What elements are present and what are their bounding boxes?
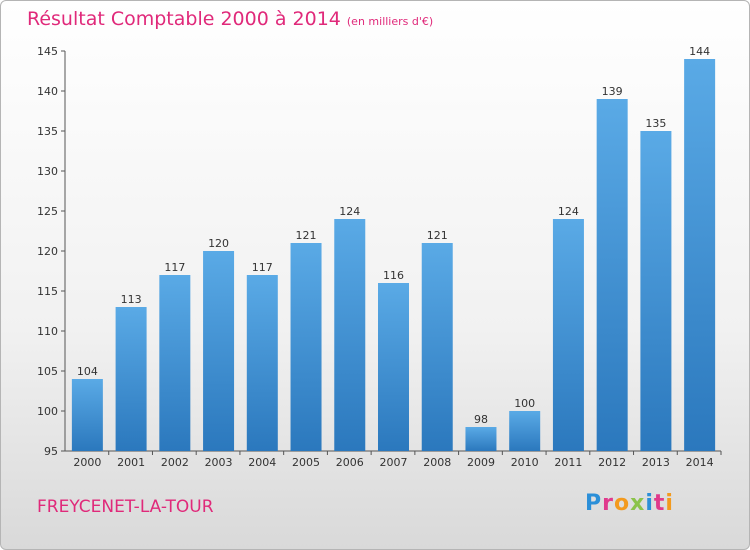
x-tick-label: 2001 — [117, 456, 145, 469]
bar — [552, 219, 584, 451]
bar — [246, 275, 278, 451]
chart-title: Résultat Comptable 2000 à 2014 (en millie… — [27, 8, 433, 30]
y-tick-label: 95 — [44, 445, 58, 458]
y-tick-label: 145 — [37, 45, 58, 58]
y-tick-label: 125 — [37, 205, 58, 218]
bar-value-label: 121 — [296, 229, 317, 242]
bar — [334, 219, 366, 451]
bars: 104 113 117 120 117 121 124 116 121 98 100 124 139 13… — [71, 45, 716, 451]
bar-value-label: 100 — [514, 397, 535, 410]
y-tick-label: 100 — [37, 405, 58, 418]
x-tick-label: 2007 — [380, 456, 408, 469]
logo-letter: o — [613, 491, 631, 516]
logo-letter: t — [653, 491, 666, 516]
bar-value-label: 124 — [558, 205, 579, 218]
bar-value-label: 120 — [208, 237, 229, 250]
commune-name: FREYCENET-LA-TOUR — [37, 497, 214, 517]
x-tick-label: 2011 — [554, 456, 582, 469]
bar-value-label: 117 — [252, 261, 273, 274]
x-tick-label: 2003 — [205, 456, 233, 469]
bar-value-label: 104 — [77, 365, 98, 378]
bar-value-label: 116 — [383, 269, 404, 282]
logo-letter: x — [630, 491, 646, 516]
y-tick-label: 120 — [37, 245, 58, 258]
bar — [596, 99, 628, 451]
title-unit: (en milliers d'€) — [346, 15, 434, 28]
bar — [684, 59, 716, 451]
x-tick-label: 2008 — [423, 456, 451, 469]
bar — [159, 275, 191, 451]
bar — [115, 307, 147, 451]
bar — [71, 379, 103, 451]
bar-value-label: 124 — [339, 205, 360, 218]
bar-value-label: 117 — [164, 261, 185, 274]
x-tick-label: 2010 — [511, 456, 539, 469]
bar — [378, 283, 409, 451]
bar-value-label: 135 — [645, 117, 666, 130]
x-tick-label: 2012 — [598, 456, 626, 469]
bar-value-label: 139 — [602, 85, 623, 98]
bar — [290, 243, 322, 451]
bar — [509, 411, 541, 451]
x-tick-label: 2014 — [686, 456, 714, 469]
logo-letter: r — [602, 491, 614, 516]
x-tick-label: 2002 — [161, 456, 189, 469]
y-tick-label: 115 — [37, 285, 58, 298]
bar-value-label: 98 — [474, 413, 488, 426]
logo-letter: P — [585, 491, 603, 516]
bar-value-label: 121 — [427, 229, 448, 242]
x-tick-label: 2005 — [292, 456, 320, 469]
bar — [421, 243, 453, 451]
bar-value-label: 144 — [689, 45, 710, 58]
x-tick-label: 2013 — [642, 456, 670, 469]
bar — [465, 427, 497, 451]
x-tick-label: 2009 — [467, 456, 495, 469]
x-tick-label: 2006 — [336, 456, 364, 469]
logo-letter: i — [645, 491, 654, 516]
x-tick-label: 2000 — [73, 456, 101, 469]
x-tick-label: 2004 — [248, 456, 276, 469]
y-tick-label: 135 — [37, 125, 58, 138]
y-tick-label: 105 — [37, 365, 58, 378]
proxiti-logo: Proxiti — [585, 491, 674, 516]
y-tick-label: 140 — [37, 85, 58, 98]
bar — [203, 251, 235, 451]
bar-value-label: 113 — [121, 293, 142, 306]
bar — [640, 131, 672, 451]
logo-letter: i — [665, 491, 674, 516]
y-tick-label: 130 — [37, 165, 58, 178]
y-tick-label: 110 — [37, 325, 58, 338]
title-text: Résultat Comptable 2000 à 2014 — [27, 8, 341, 30]
